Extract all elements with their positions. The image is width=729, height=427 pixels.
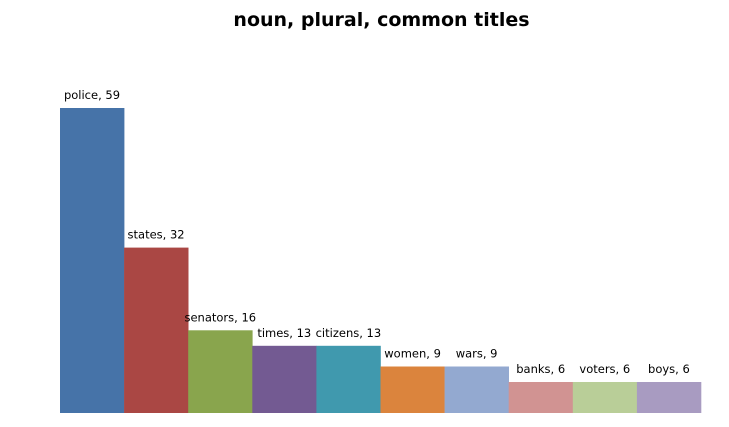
data-label-women: women, 9 xyxy=(384,347,441,361)
data-label-states: states, 32 xyxy=(128,228,185,242)
data-label-police: police, 59 xyxy=(64,88,120,102)
data-label-boys: boys, 6 xyxy=(648,362,690,376)
data-label-wars: wars, 9 xyxy=(456,347,498,361)
bar-police xyxy=(60,108,125,413)
bar-boys xyxy=(636,382,702,413)
bar-states xyxy=(124,247,189,413)
data-label-times: times, 13 xyxy=(257,326,311,340)
bar-banks xyxy=(508,382,574,413)
bar-wars xyxy=(444,366,509,413)
data-label-banks: banks, 6 xyxy=(516,362,565,376)
bar-voters xyxy=(572,382,638,413)
bar-women xyxy=(380,366,445,413)
data-label-senators: senators, 16 xyxy=(184,310,256,324)
bar-senators xyxy=(188,330,253,413)
bar-citizens xyxy=(316,345,381,413)
data-label-citizens: citizens, 13 xyxy=(316,326,382,340)
data-label-voters: voters, 6 xyxy=(579,362,630,376)
bar-times xyxy=(252,345,317,413)
chart-title: noun, plural, common titles xyxy=(233,9,530,31)
